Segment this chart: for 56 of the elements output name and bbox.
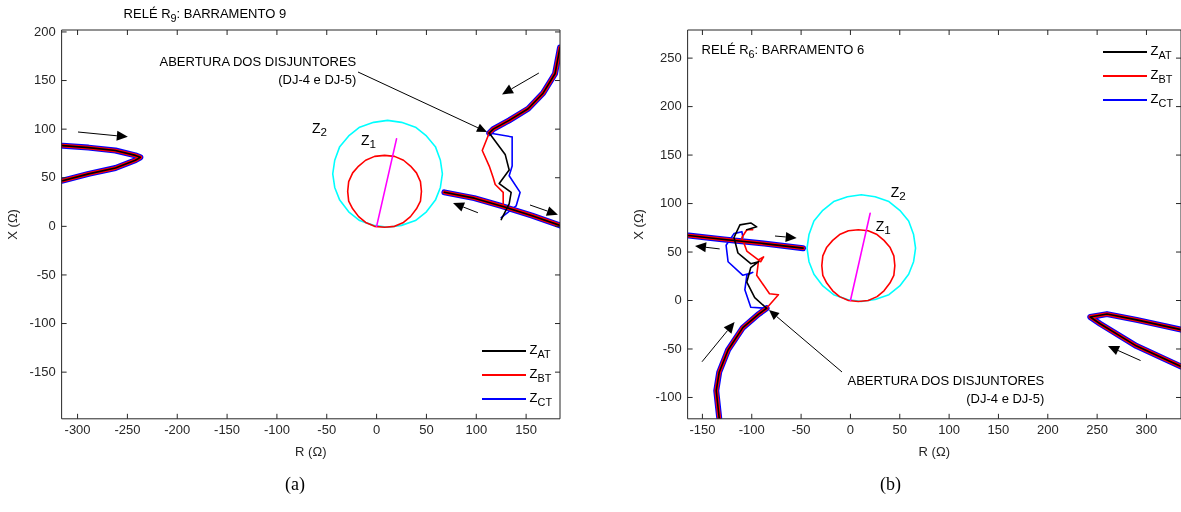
x-tick-label: 300 xyxy=(1135,422,1158,438)
legend-label: Z$_{CT}$ xyxy=(529,390,552,408)
x-tick-label: -200 xyxy=(164,422,191,438)
x-tick-label: 0 xyxy=(372,422,381,438)
y-tick-label: -100 xyxy=(655,389,682,405)
x-tick-label: 150 xyxy=(987,422,1010,438)
y-tick-label: -50 xyxy=(36,266,56,282)
text: RELÉ R$_{6}$: BARRAMENTO 6 xyxy=(701,42,865,60)
series-label: Z$_{1}$ xyxy=(361,131,377,151)
x-axis-title: R (Ω) xyxy=(295,443,327,459)
x-tick-label: 200 xyxy=(1036,422,1059,438)
y-tick-label: 0 xyxy=(48,217,56,233)
x-tick-label: -150 xyxy=(214,422,241,438)
y-tick-label: 150 xyxy=(33,72,56,88)
x-tick-label: 0 xyxy=(846,422,855,438)
x-tick-label: 100 xyxy=(938,422,960,438)
y-tick-label: 50 xyxy=(41,169,56,185)
x-tick-label: 150 xyxy=(515,422,537,438)
x-tick-label: -300 xyxy=(64,422,91,438)
legend-label: Z$_{AT}$ xyxy=(529,342,551,360)
text: (b) xyxy=(879,474,902,495)
y-tick-label: 100 xyxy=(33,120,56,136)
x-tick-label: 100 xyxy=(465,422,488,438)
annotation: ABERTURA DOS DISJUNTORES (DJ-4 e DJ-5) xyxy=(159,53,357,90)
x-tick-label: 50 xyxy=(419,422,434,438)
x-axis-title: R (Ω) xyxy=(918,443,950,459)
y-tick-label: 250 xyxy=(659,49,682,65)
series-label: Z$_{2}$ xyxy=(890,183,906,203)
y-tick-label: 0 xyxy=(674,292,682,308)
y-axis-title: X (Ω) xyxy=(5,209,21,240)
y-tick-label: -150 xyxy=(29,363,56,379)
y-axis-title: X (Ω) xyxy=(631,209,647,240)
legend-label: Z$_{CT}$ xyxy=(1150,91,1173,109)
series-label: Z$_{2}$ xyxy=(312,119,328,139)
x-tick-label: -50 xyxy=(791,422,811,438)
x-tick-label: 50 xyxy=(892,422,908,438)
x-tick-label: 250 xyxy=(1086,422,1108,438)
annotation: ABERTURA DOS DISJUNTORES (DJ-4 e DJ-5) xyxy=(847,372,1045,409)
y-tick-label: -50 xyxy=(662,340,682,356)
y-tick-label: 200 xyxy=(33,23,56,39)
x-tick-label: -150 xyxy=(689,422,716,438)
x-tick-label: -100 xyxy=(263,422,290,438)
chart-title: RELÉ R$_{9}$: BARRAMENTO 9 xyxy=(123,6,287,24)
x-tick-label: -50 xyxy=(317,422,337,438)
y-tick-label: -100 xyxy=(29,315,56,331)
y-tick-label: 50 xyxy=(667,243,682,259)
legend-label: Z$_{AT}$ xyxy=(1150,43,1172,61)
text: (a) xyxy=(284,474,306,495)
x-tick-label: -250 xyxy=(114,422,141,438)
y-tick-label: 100 xyxy=(659,195,682,211)
series-label: Z$_{1}$ xyxy=(875,217,891,237)
y-tick-label: 200 xyxy=(659,98,682,114)
legend-label: Z$_{BT}$ xyxy=(529,366,552,384)
x-tick-label: -100 xyxy=(738,422,765,438)
legend-label: Z$_{BT}$ xyxy=(1150,67,1173,85)
y-tick-label: 150 xyxy=(659,146,682,162)
